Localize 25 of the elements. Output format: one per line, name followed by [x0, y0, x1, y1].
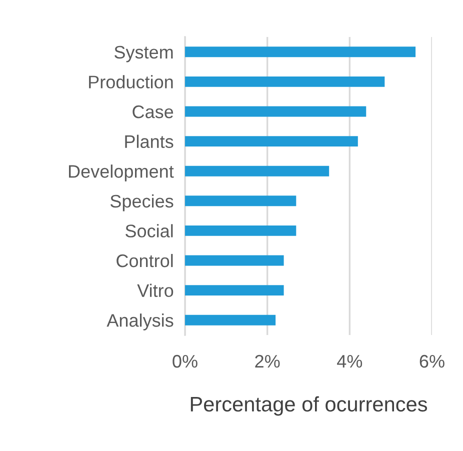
bar — [185, 136, 358, 147]
y-tick-label: Case — [132, 105, 174, 118]
bar — [185, 255, 284, 266]
bar — [185, 106, 366, 117]
x-tick-label: 4% — [337, 355, 362, 368]
y-tick-label: Vitro — [137, 284, 174, 298]
y-tick-label: Control — [116, 254, 173, 268]
bar — [185, 166, 330, 176]
x-tick-label: 2% — [255, 354, 280, 368]
y-tick-label: Analysis — [106, 314, 174, 330]
x-tick-label: 6% — [420, 354, 444, 368]
y-tick-label: Production — [89, 75, 173, 88]
bar — [185, 314, 276, 326]
bar — [185, 285, 284, 296]
bar — [185, 225, 296, 236]
bar — [185, 46, 416, 58]
bar — [185, 196, 296, 206]
y-tick-label: Social — [126, 224, 173, 238]
y-tick-label: Development — [68, 164, 174, 182]
y-tick-label: Plants — [125, 134, 174, 148]
bar — [185, 76, 385, 87]
y-tick-label: Species — [110, 194, 174, 212]
x-axis-title: Percentage of ocurrences — [190, 396, 428, 416]
x-tick-label: 0% — [172, 354, 198, 368]
y-tick-label: System — [114, 46, 173, 62]
